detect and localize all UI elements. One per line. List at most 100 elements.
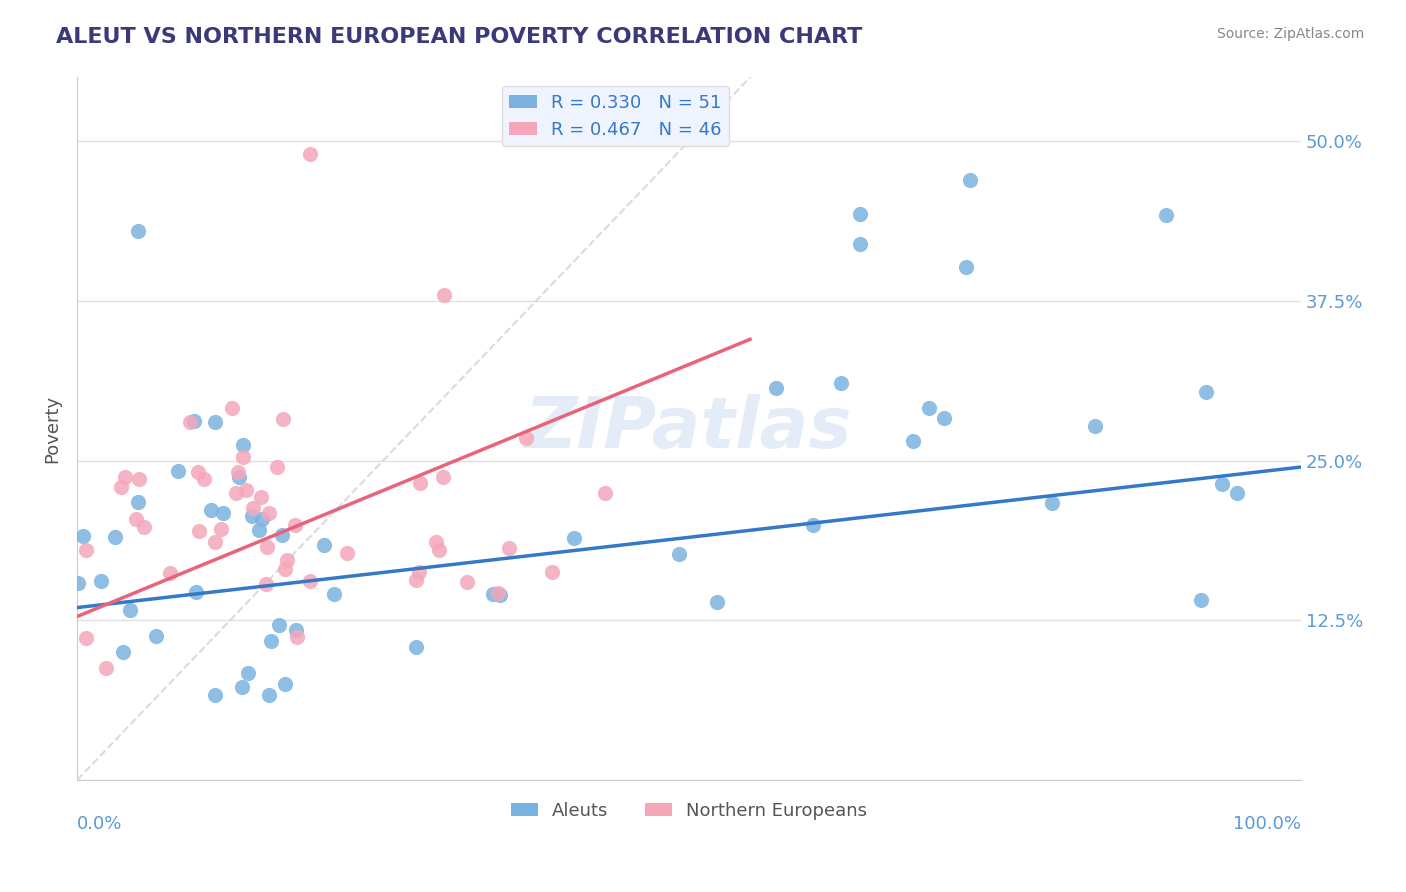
Text: ALEUT VS NORTHERN EUROPEAN POVERTY CORRELATION CHART: ALEUT VS NORTHERN EUROPEAN POVERTY CORRE… — [56, 27, 863, 46]
Point — [104, 530, 127, 544]
Point — [221, 401, 243, 416]
Point — [260, 634, 283, 648]
Point — [225, 486, 247, 500]
Point — [593, 485, 616, 500]
Point — [409, 476, 432, 491]
Point — [184, 585, 207, 599]
Point — [247, 524, 270, 538]
Point — [456, 574, 478, 589]
Point — [830, 376, 852, 390]
Point — [901, 434, 924, 448]
Point — [254, 577, 277, 591]
Point — [75, 542, 97, 557]
Point — [765, 381, 787, 395]
Point — [228, 470, 250, 484]
Point — [232, 450, 254, 465]
Text: 100.0%: 100.0% — [1233, 815, 1301, 833]
Point — [706, 595, 728, 609]
Point — [209, 522, 232, 536]
Point — [1189, 592, 1212, 607]
Point — [427, 543, 450, 558]
Point — [298, 574, 321, 588]
Point — [127, 494, 149, 508]
Point — [1084, 419, 1107, 434]
Point — [849, 236, 872, 251]
Text: 0.0%: 0.0% — [77, 815, 122, 833]
Point — [274, 562, 297, 576]
Point — [204, 689, 226, 703]
Point — [114, 470, 136, 484]
Point — [179, 415, 201, 429]
Point — [257, 506, 280, 520]
Point — [110, 480, 132, 494]
Point — [498, 541, 520, 555]
Point — [183, 414, 205, 428]
Point — [256, 540, 278, 554]
Point — [959, 172, 981, 186]
Point — [515, 431, 537, 445]
Point — [564, 531, 586, 545]
Point — [1195, 384, 1218, 399]
Point — [204, 534, 226, 549]
Point — [425, 534, 447, 549]
Point — [489, 588, 512, 602]
Point — [90, 574, 112, 589]
Text: Source: ZipAtlas.com: Source: ZipAtlas.com — [1216, 27, 1364, 41]
Point — [314, 538, 336, 552]
Point — [242, 501, 264, 516]
Point — [145, 629, 167, 643]
Point — [932, 411, 955, 425]
Point — [212, 507, 235, 521]
Point — [322, 587, 344, 601]
Point — [274, 677, 297, 691]
Point — [166, 464, 188, 478]
Point — [159, 566, 181, 581]
Point — [67, 575, 90, 590]
Point — [432, 470, 454, 484]
Point — [668, 547, 690, 561]
Point — [128, 472, 150, 486]
Point — [240, 508, 263, 523]
Point — [111, 645, 134, 659]
Point — [231, 680, 253, 694]
Point — [1040, 496, 1063, 510]
Point — [75, 631, 97, 645]
Point — [918, 401, 941, 415]
Point — [200, 503, 222, 517]
Point — [298, 147, 321, 161]
Point — [132, 519, 155, 533]
Point — [120, 603, 142, 617]
Point — [1211, 476, 1233, 491]
Point — [848, 207, 870, 221]
Point — [801, 517, 824, 532]
Point — [226, 466, 249, 480]
Point — [405, 640, 427, 655]
Point — [1154, 208, 1177, 222]
Point — [124, 512, 146, 526]
Point — [267, 618, 290, 632]
Point — [482, 587, 505, 601]
Point — [127, 224, 149, 238]
Y-axis label: Poverty: Poverty — [44, 394, 60, 463]
Point — [236, 665, 259, 680]
Point — [94, 661, 117, 675]
Point — [204, 415, 226, 429]
Point — [187, 524, 209, 538]
Point — [271, 412, 294, 426]
Point — [276, 553, 298, 567]
Point — [232, 438, 254, 452]
Point — [1226, 485, 1249, 500]
Point — [284, 624, 307, 638]
Text: ZIPatlas: ZIPatlas — [526, 394, 852, 463]
Point — [284, 518, 307, 533]
Point — [187, 465, 209, 479]
Legend: Aleuts, Northern Europeans: Aleuts, Northern Europeans — [503, 795, 875, 827]
Point — [486, 585, 509, 599]
Point — [405, 574, 427, 588]
Point — [270, 527, 292, 541]
Point — [408, 565, 430, 579]
Point — [541, 565, 564, 579]
Point — [285, 630, 308, 644]
Point — [72, 528, 94, 542]
Point — [433, 287, 456, 301]
